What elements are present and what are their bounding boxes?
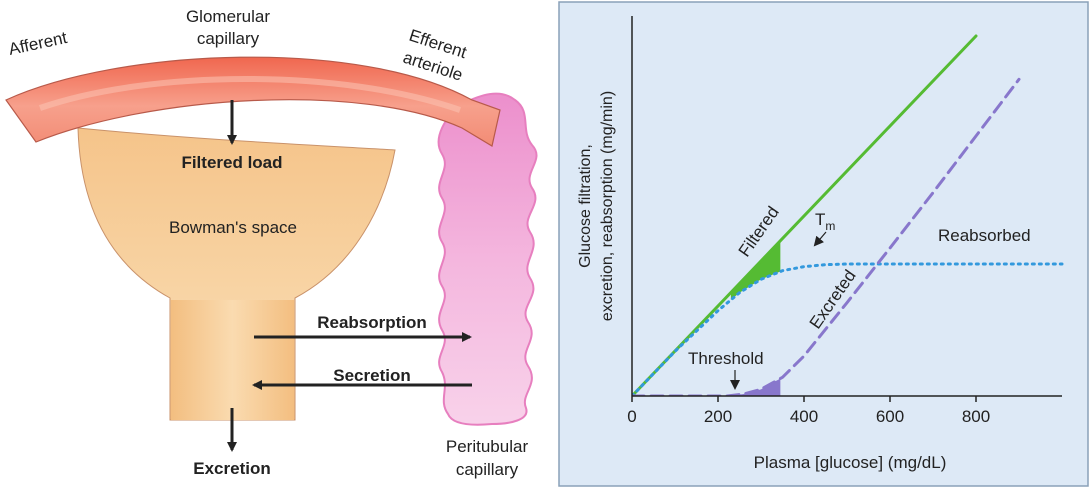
series-excreted bbox=[632, 77, 1021, 396]
y-axis-label-line1: Glucose filtration, bbox=[577, 144, 594, 268]
peritubular-label-line1: Peritubular bbox=[446, 437, 529, 456]
filtered-load-label: Filtered load bbox=[181, 153, 282, 172]
x-tick-label: 200 bbox=[704, 407, 732, 426]
x-ticks: 0 200 400 600 800 bbox=[627, 396, 990, 426]
tm-arrow bbox=[813, 231, 827, 247]
bowmans-capsule bbox=[77, 127, 396, 421]
nephron-diagram: Afferent Glomerular capillary Efferent a… bbox=[5, 7, 538, 479]
tubule bbox=[171, 300, 294, 420]
threshold-label: Threshold bbox=[688, 349, 764, 368]
plot-area bbox=[632, 34, 1064, 396]
glomerular-label-line2: capillary bbox=[197, 29, 260, 48]
glucose-chart: 0 200 400 600 800 Filtered ReabsorbedExcreted… bbox=[558, 1, 1089, 487]
glomerular-label-line1: Glomerular bbox=[186, 7, 270, 26]
x-tick-label: 400 bbox=[790, 407, 818, 426]
reabsorption-label: Reabsorption bbox=[317, 313, 427, 332]
reabsorbed-series-label: Reabsorbed bbox=[938, 226, 1031, 245]
x-tick-label: 800 bbox=[962, 407, 990, 426]
secretion-label: Secretion bbox=[333, 366, 410, 385]
glomerular-capillary bbox=[5, 56, 501, 147]
excretion-label: Excretion bbox=[193, 459, 270, 478]
afferent-label: Afferent bbox=[7, 28, 69, 59]
x-tick-label: 0 bbox=[627, 407, 636, 426]
bowmans-space-label: Bowman's space bbox=[169, 218, 297, 237]
tm-subscript: m bbox=[825, 219, 835, 233]
series-reabsorbed bbox=[632, 262, 1064, 396]
y-axis-label-line2: excretion, reabsorption (mg/min) bbox=[599, 91, 616, 321]
excreted-wedge bbox=[726, 378, 781, 396]
x-tick-label: 600 bbox=[876, 407, 904, 426]
peritubular-label-line2: capillary bbox=[456, 460, 519, 479]
series-filtered bbox=[632, 34, 978, 396]
capillary-highlight bbox=[39, 76, 461, 113]
x-axis-label: Plasma [glucose] (mg/dL) bbox=[754, 453, 947, 472]
